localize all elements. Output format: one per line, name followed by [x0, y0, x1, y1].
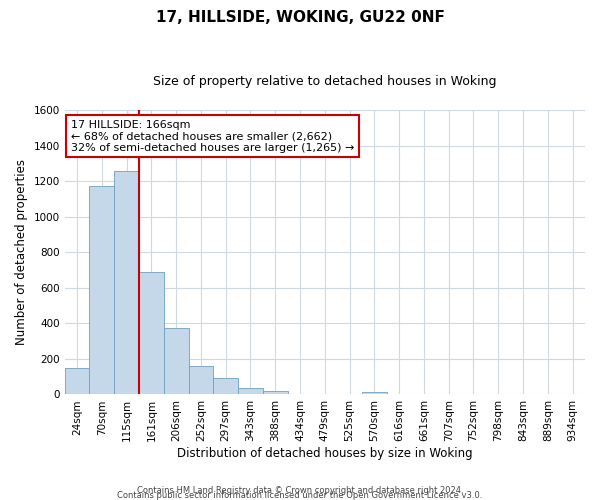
- Bar: [139, 272, 164, 394]
- Text: 17 HILLSIDE: 166sqm
← 68% of detached houses are smaller (2,662)
32% of semi-det: 17 HILLSIDE: 166sqm ← 68% of detached ho…: [71, 120, 354, 153]
- Text: 17, HILLSIDE, WOKING, GU22 0NF: 17, HILLSIDE, WOKING, GU22 0NF: [155, 10, 445, 25]
- X-axis label: Distribution of detached houses by size in Woking: Distribution of detached houses by size …: [177, 447, 473, 460]
- Bar: [263, 391, 287, 394]
- Bar: [238, 388, 263, 394]
- Y-axis label: Number of detached properties: Number of detached properties: [15, 159, 28, 345]
- Text: Contains public sector information licensed under the Open Government Licence v3: Contains public sector information licen…: [118, 491, 482, 500]
- Bar: [65, 368, 89, 394]
- Bar: [114, 172, 139, 394]
- Bar: [362, 392, 387, 394]
- Bar: [188, 366, 214, 394]
- Bar: [164, 328, 188, 394]
- Bar: [214, 378, 238, 394]
- Bar: [89, 186, 114, 394]
- Title: Size of property relative to detached houses in Woking: Size of property relative to detached ho…: [153, 75, 497, 88]
- Text: Contains HM Land Registry data © Crown copyright and database right 2024.: Contains HM Land Registry data © Crown c…: [137, 486, 463, 495]
